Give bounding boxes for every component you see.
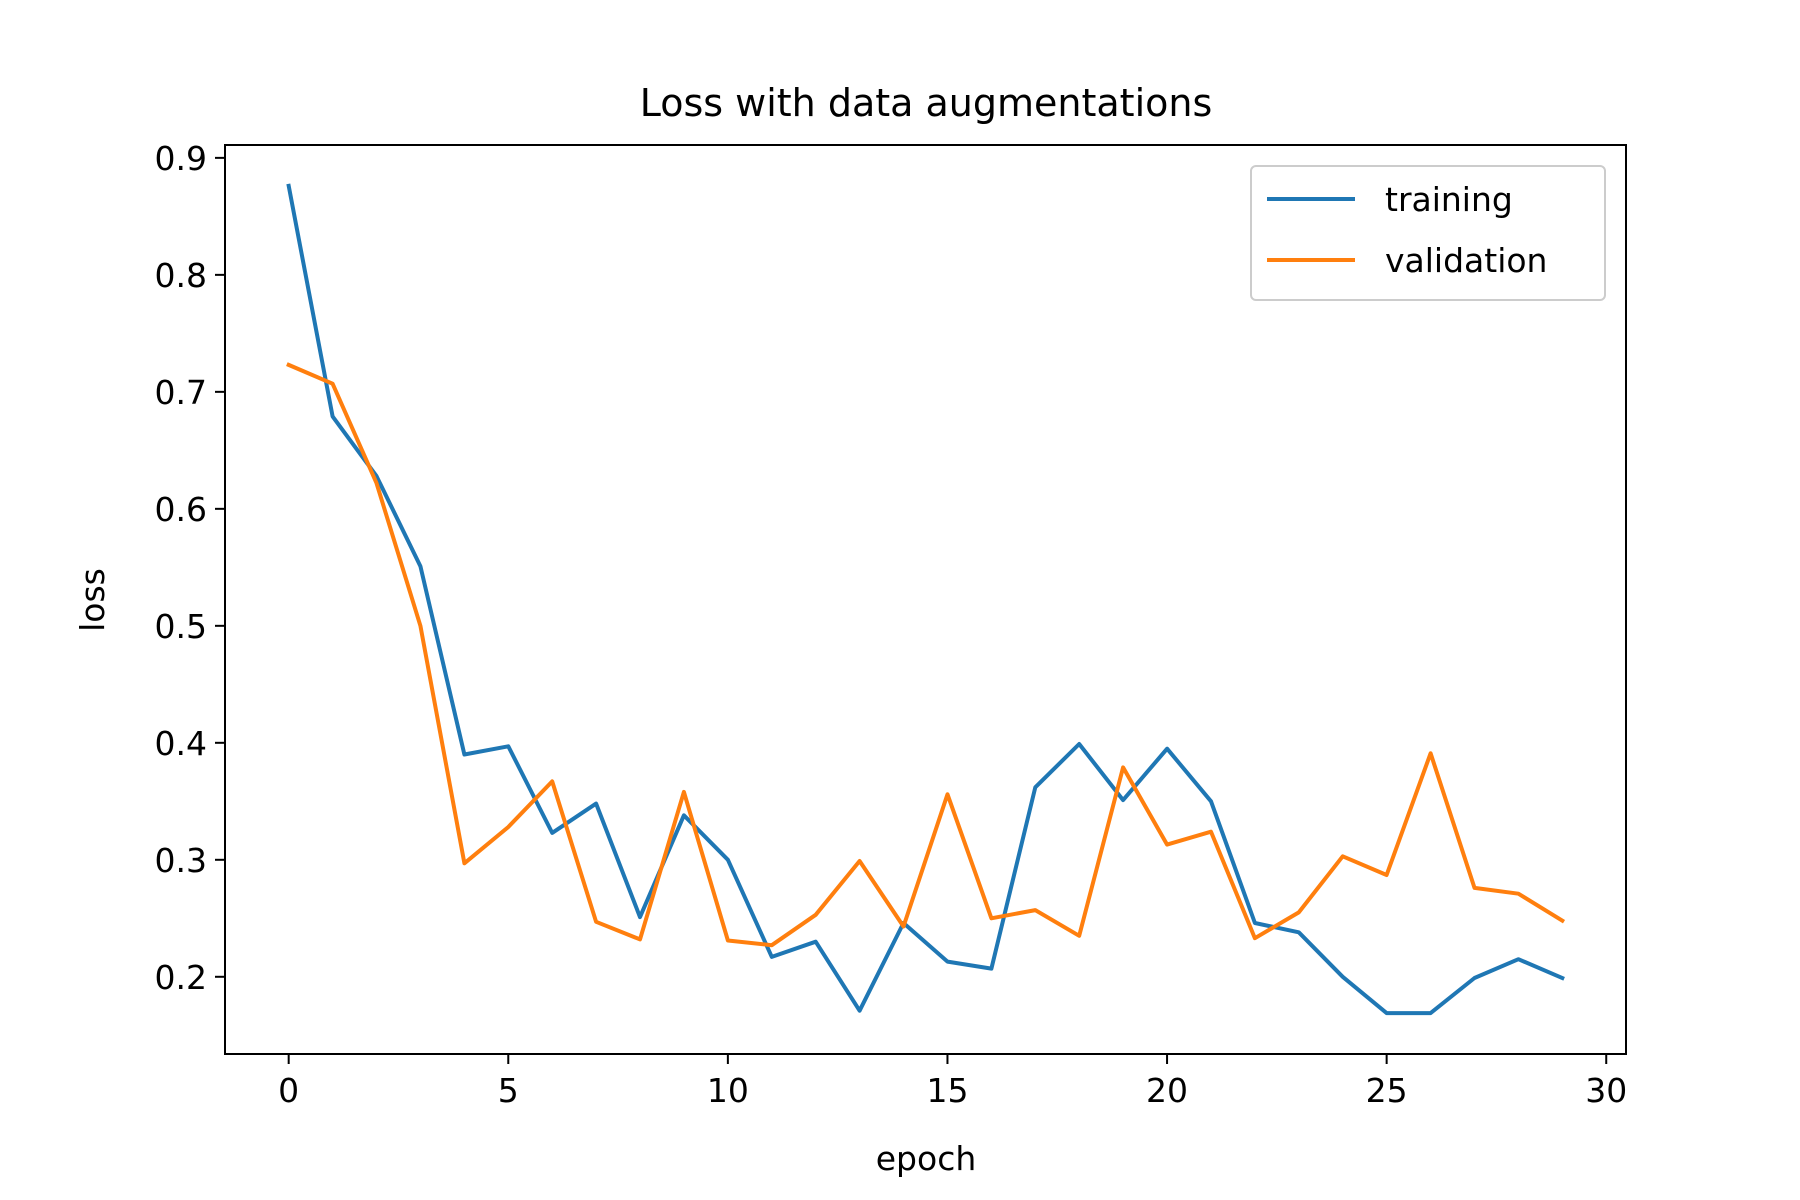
y-tick-label: 0.2	[155, 958, 207, 997]
plot-area-frame	[224, 144, 1627, 1055]
x-tick-label: 10	[707, 1071, 749, 1110]
x-tick-label: 0	[278, 1071, 299, 1110]
legend: training validation	[1250, 165, 1606, 301]
chart-title: Loss with data augmentations	[640, 81, 1213, 125]
x-tick-label: 5	[498, 1071, 519, 1110]
y-tick-label: 0.6	[155, 490, 207, 529]
y-tick-label: 0.4	[155, 724, 207, 763]
legend-label-training: training	[1385, 180, 1513, 219]
series-line-validation	[286, 362, 1566, 948]
series-layer	[286, 183, 1566, 1016]
y-tick-label: 0.3	[155, 841, 207, 880]
y-axis-ticks: 0.2 0.3 0.4 0.5 0.6 0.7 0.8 0.9	[155, 139, 225, 997]
series-line-training	[286, 183, 1565, 1016]
x-tick-label: 25	[1366, 1071, 1408, 1110]
x-tick-label: 30	[1585, 1071, 1627, 1110]
y-tick-label: 0.8	[155, 256, 207, 295]
y-tick-label: 0.7	[155, 373, 207, 412]
y-tick-label: 0.5	[155, 607, 207, 646]
legend-label-validation: validation	[1385, 241, 1547, 280]
x-tick-label: 15	[926, 1071, 968, 1110]
x-axis-ticks: 0 5 10 15 20 25 30	[278, 1054, 1627, 1110]
y-tick-label: 0.9	[155, 139, 207, 178]
x-tick-label: 20	[1146, 1071, 1188, 1110]
x-axis-label: epoch	[876, 1139, 977, 1178]
y-axis-label: loss	[73, 568, 112, 632]
